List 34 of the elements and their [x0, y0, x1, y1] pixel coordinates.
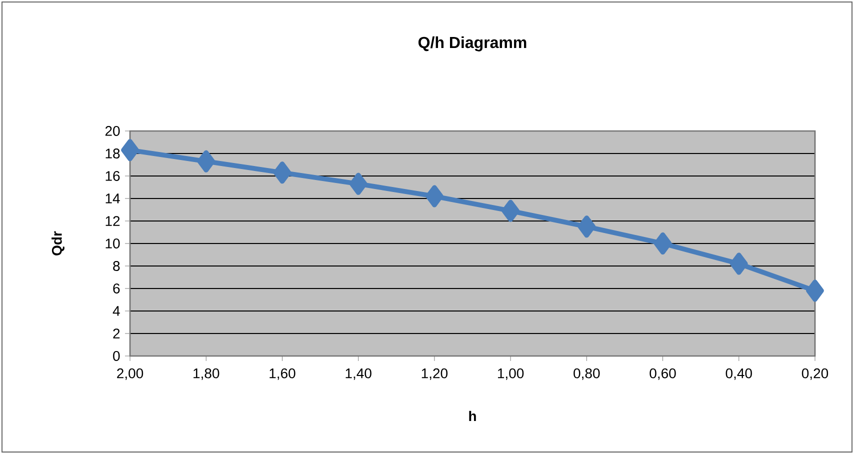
x-tick-label: 1,60 [270, 368, 296, 380]
y-tick-label: 4 [112, 306, 120, 316]
point [806, 280, 824, 302]
x-tick-label: 1,40 [346, 368, 372, 380]
y-tick-label: 20 [105, 126, 120, 136]
y-tick-label: 18 [106, 148, 120, 158]
point [654, 232, 672, 255]
x-tick-label: 0,60 [650, 368, 676, 380]
y-tick-label: 16 [106, 171, 120, 181]
chart-title: Q/h Diagramm [418, 36, 526, 52]
x-tick-label: 2,00 [117, 368, 144, 380]
y-axis-title: Qdr [52, 231, 64, 256]
y-tick-label: 0 [113, 351, 120, 361]
point [426, 185, 444, 208]
point [197, 150, 216, 172]
x-tick-label: 0,20 [802, 368, 828, 380]
y-tick-label: 2 [113, 328, 120, 338]
point [730, 252, 748, 275]
point [349, 172, 368, 195]
y-tick-label: 6 [113, 284, 120, 294]
x-tick-label: 0,40 [726, 368, 752, 380]
y-tick-label: 14 [106, 194, 120, 204]
x-axis-title: h [469, 410, 476, 421]
x-tick-label: 1,20 [422, 368, 448, 380]
point [273, 162, 292, 184]
point [578, 216, 596, 238]
point [121, 139, 139, 162]
y-tick-label: 12 [106, 216, 120, 226]
x-tick-label: 1,00 [498, 368, 524, 380]
point [502, 200, 520, 222]
x-tick-label: 1,80 [194, 368, 220, 380]
y-tick-label: 8 [113, 261, 120, 271]
x-tick-label: 0,80 [574, 368, 600, 380]
y-tick-label: 10 [106, 238, 120, 248]
